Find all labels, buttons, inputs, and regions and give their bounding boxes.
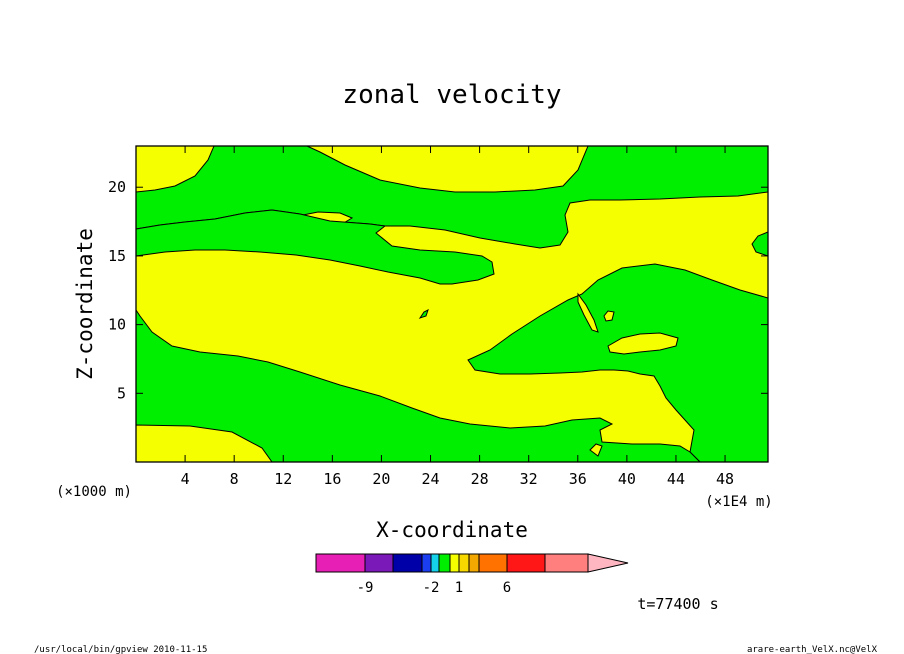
positive-region-lobe-sliver	[577, 292, 599, 333]
positive-region-top-left	[136, 146, 215, 193]
x-axis-label: X-coordinate	[376, 518, 528, 542]
y-axis-label: Z-coordinate	[73, 228, 97, 380]
x-tick-label: 32	[520, 470, 538, 488]
footer-left: /usr/local/bin/gpview 2010-11-15	[34, 645, 207, 654]
positive-region-lobe-island-small	[603, 310, 615, 322]
negative-region-speck	[418, 309, 429, 319]
y-tick-label: 10	[108, 316, 126, 334]
plot-area	[136, 146, 768, 462]
plot-frame	[135, 145, 769, 463]
colorbar-segment	[506, 553, 546, 573]
x-unit-label: (×1E4 m)	[705, 494, 772, 510]
colorbar-segment	[544, 553, 589, 573]
colorbar-segment	[430, 553, 440, 573]
y-tick-label: 15	[108, 247, 126, 265]
negative-region-lower	[136, 309, 701, 462]
time-label: t=77400 s	[637, 595, 718, 613]
y-tick-label: 20	[108, 178, 126, 196]
colorbar-tick-label: 1	[455, 580, 463, 596]
colorbar-tick-label: -9	[357, 580, 374, 596]
footer-right: arare-earth_VelX.nc@VelX	[747, 645, 878, 654]
colorbar-labels: -9 -2 1 6	[357, 580, 512, 596]
colorbar-segment	[421, 553, 432, 573]
x-tick-label: 8	[230, 470, 239, 488]
positive-region-bottom-notch	[589, 443, 603, 457]
colorbar-segment	[478, 553, 508, 573]
x-tick-label: 28	[471, 470, 489, 488]
positive-region-bottom-band	[136, 424, 273, 462]
x-tick-label: 44	[667, 470, 685, 488]
colorbar-extension-arrow	[587, 553, 629, 573]
chart-title: zonal velocity	[342, 80, 561, 110]
x-tick-label: 40	[618, 470, 636, 488]
y-unit-label: (×1000 m)	[56, 484, 132, 500]
colorbar-segment	[458, 553, 470, 573]
x-tick-label: 36	[569, 470, 587, 488]
negative-region-middle	[136, 209, 495, 285]
colorbar-segment	[315, 553, 366, 573]
positive-region-lobe-island-large	[607, 332, 679, 355]
x-tick-label: 16	[323, 470, 341, 488]
positive-region-top-center	[306, 146, 589, 193]
y-tick-label: 5	[117, 384, 126, 402]
x-tick-label: 24	[421, 470, 439, 488]
x-tick-label: 48	[716, 470, 734, 488]
colorbar-segment	[449, 553, 460, 573]
x-tick-label: 12	[274, 470, 292, 488]
colorbar	[315, 553, 629, 573]
y-axis: 5 10 15 20	[108, 178, 768, 402]
colorbar-segment	[364, 553, 394, 573]
x-axis: 4 8 12 16 20 24 28 32 36 40 44 48	[181, 146, 734, 488]
colorbar-tick-label: 6	[503, 580, 511, 596]
colorbar-segment	[392, 553, 423, 573]
x-tick-label: 20	[372, 470, 390, 488]
colorbar-tick-label: -2	[423, 580, 440, 596]
colorbar-segment	[438, 553, 451, 573]
negative-region-right-edge	[751, 231, 768, 257]
colorbar-segment	[468, 553, 480, 573]
x-tick-label: 4	[181, 470, 190, 488]
